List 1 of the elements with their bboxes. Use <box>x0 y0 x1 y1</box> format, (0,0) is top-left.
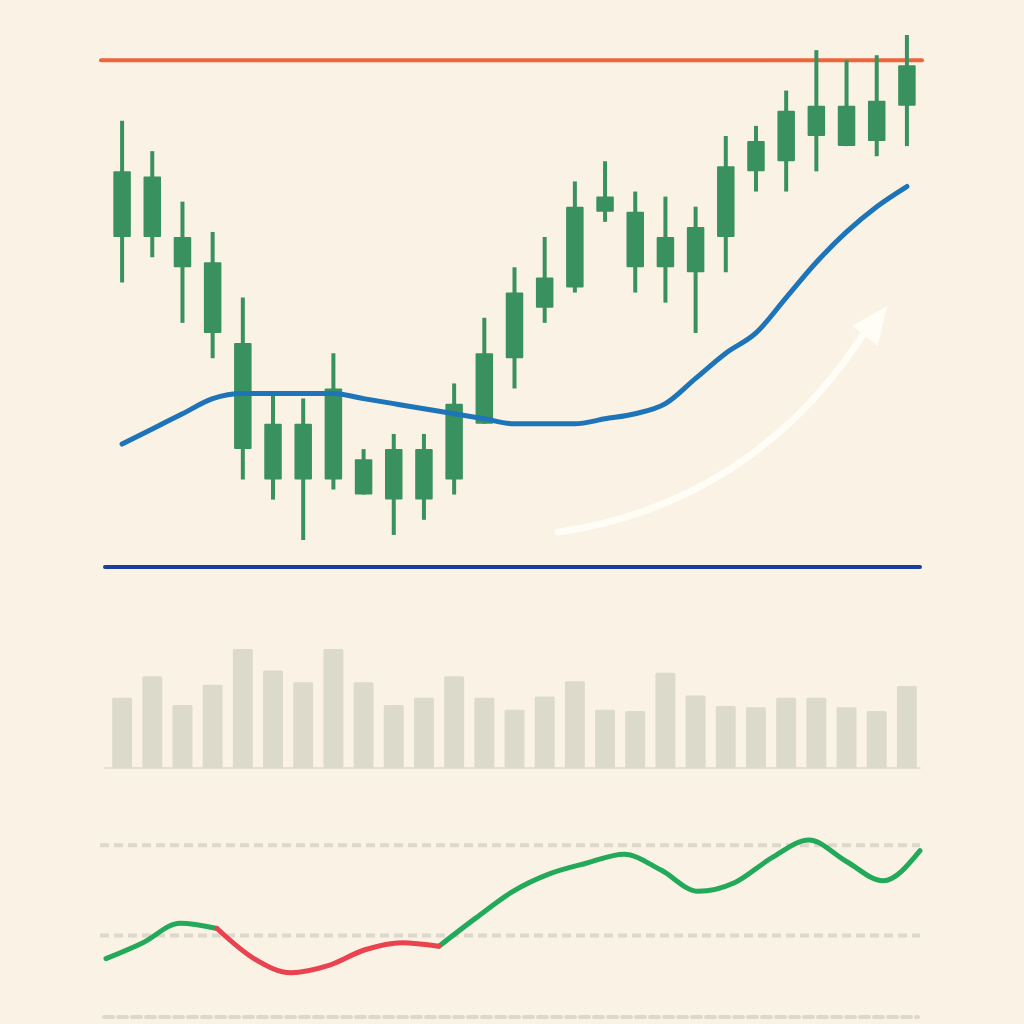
candlestick <box>596 161 614 222</box>
